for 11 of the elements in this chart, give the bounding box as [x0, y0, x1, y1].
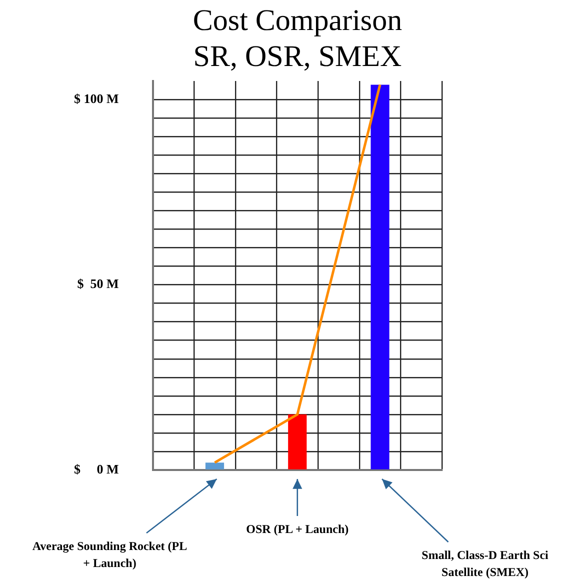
- chart-title: Cost Comparison: [192, 4, 402, 37]
- text: OSR (PL + Launch): [246, 522, 349, 536]
- text: Small, Class-D Earth Sci Satellite (SMEX): [422, 548, 550, 580]
- bar: [288, 414, 307, 470]
- y-tick-label: $ 100 M: [74, 90, 119, 106]
- bar: [205, 462, 224, 470]
- y-tick-label: $ 0 M: [74, 461, 119, 476]
- y-tick-label: $ 50 M: [77, 276, 119, 292]
- chart-subtitle: SR, OSR, SMEX: [193, 40, 402, 73]
- text: Average Sounding Rocket (PL + Launch): [32, 539, 188, 570]
- bar: [370, 84, 390, 470]
